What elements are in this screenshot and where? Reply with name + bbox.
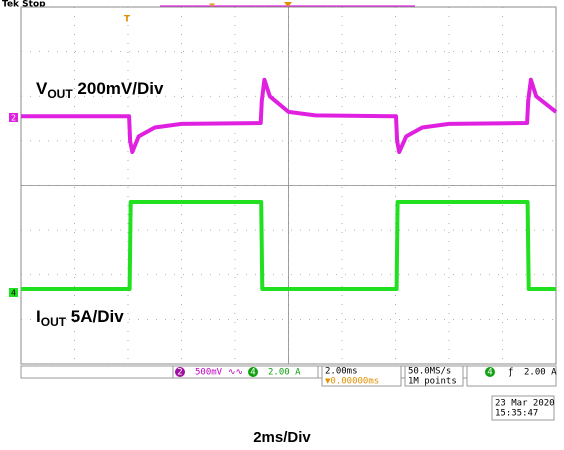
- time: 15:35:47: [495, 409, 538, 419]
- trace: [21, 77, 558, 154]
- channel-box: [172, 365, 319, 379]
- date-box: [491, 395, 555, 421]
- delay: ▼0.00000ms: [325, 377, 379, 387]
- label-sub: OUT: [47, 87, 73, 101]
- ch4-marker: 4: [11, 289, 16, 298]
- label-rest: 5A/Div: [66, 307, 124, 326]
- ch4-marker-bg: [9, 288, 18, 297]
- trigger-position: [284, 2, 292, 7]
- rate: 50.0MS/s: [408, 367, 451, 377]
- caption: 2ms/Div: [253, 429, 311, 446]
- ch4-badge: 4: [250, 368, 255, 378]
- trace: [21, 200, 556, 291]
- ch2-marker-bg: [9, 113, 18, 122]
- ch4-badge-bg: [248, 367, 258, 377]
- ch2-scale: 500mV: [195, 368, 223, 378]
- timebase: 2.00ms: [325, 367, 358, 377]
- trig-level: 2.00 A: [524, 368, 557, 378]
- trig-badge: 4: [487, 368, 492, 378]
- ch2-bw: ∿∿: [228, 368, 243, 378]
- label-sub: OUT: [41, 315, 67, 329]
- ch2-badge: 2: [177, 368, 182, 378]
- label-rest: 200mV/Div: [73, 79, 164, 98]
- trigger-marker: T: [124, 15, 131, 25]
- rate-box: [404, 365, 464, 387]
- header-title: Tek Stop: [2, 0, 46, 10]
- trig-slope: ƒ: [508, 368, 513, 378]
- label-main: V: [36, 79, 48, 98]
- points: 1M points: [408, 377, 457, 387]
- timebase-box: [321, 365, 402, 387]
- ch4-scale: 2.00 A: [268, 368, 301, 378]
- trig-badge-bg: [485, 367, 495, 377]
- vout-label: VOUT 200mV/Div: [36, 79, 164, 101]
- label-main: I: [36, 307, 41, 326]
- ch2-marker: 2: [11, 114, 16, 123]
- date: 23 Mar 2020: [495, 399, 555, 409]
- iout-label: IOUT 5A/Div: [36, 307, 124, 329]
- ch2-badge-bg: [175, 367, 185, 377]
